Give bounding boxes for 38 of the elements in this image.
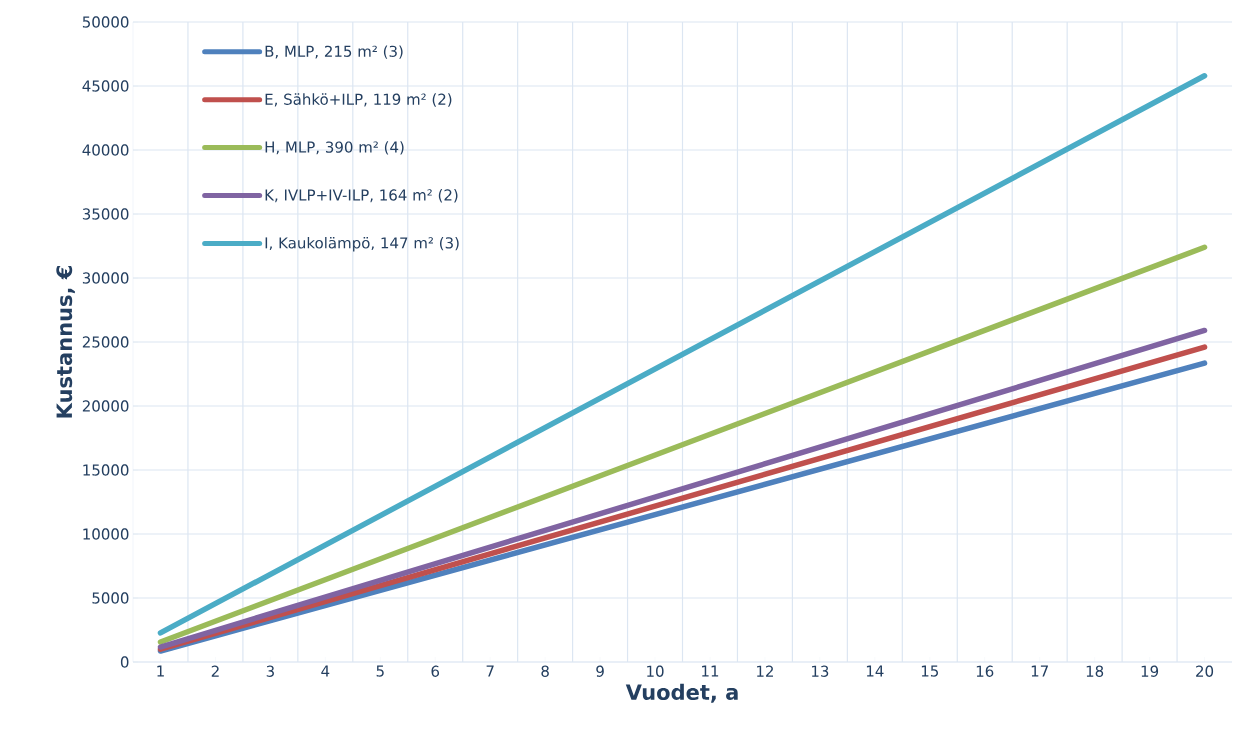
x-tick-label: 6 [431,665,440,677]
x-tick-label: 7 [486,665,494,677]
x-tick-label: 11 [702,665,719,677]
legend-label: I, Kaukolämpö, 147 m² (3) [265,236,459,252]
legend-label: B, MLP, 215 m² (3) [265,45,403,59]
legend-label: K, IVLP+IV-ILP, 164 m² (2) [265,189,458,203]
x-tick-label: 10 [647,665,664,677]
x-tick-label: 14 [866,665,884,677]
y-tick-label: 45000 [82,80,129,92]
y-tick-label: 5000 [92,592,129,604]
x-tick-label: 19 [1141,665,1159,677]
x-tick-label: 18 [1086,665,1104,677]
x-tick-label: 4 [321,665,330,677]
x-axis-title: Vuodet, a [625,683,738,703]
x-tick-label: 1 [157,665,164,677]
y-tick-label: 0 [120,656,129,668]
y-tick-label: 40000 [82,144,129,156]
x-tick-label: 17 [1031,665,1048,677]
x-tick-label: 12 [757,665,773,677]
y-tick-label: 25000 [82,336,129,348]
y-tick-label: 10000 [83,528,129,540]
x-tick-label: 13 [811,665,829,677]
x-tick-label: 15 [921,665,939,677]
x-tick-label: 3 [266,665,274,677]
y-tick-label: 50000 [82,16,129,28]
y-tick-label: 20000 [82,400,129,412]
y-tick-label: 30000 [82,272,129,284]
legend-label: H, MLP, 390 m² (4) [265,141,404,155]
y-tick-label: 35000 [82,208,129,220]
x-tick-label: 20 [1196,665,1214,677]
legend-label: E, Sähkö+ILP, 119 m² (2) [265,93,452,107]
x-tick-label: 2 [211,665,219,677]
x-tick-label: 5 [376,665,384,677]
y-axis-title: Kustannus, € [56,266,75,418]
y-tick-label: 15000 [83,464,129,476]
x-tick-label: 8 [541,665,549,677]
x-tick-label: 16 [976,665,994,677]
x-tick-label: 9 [596,665,604,677]
